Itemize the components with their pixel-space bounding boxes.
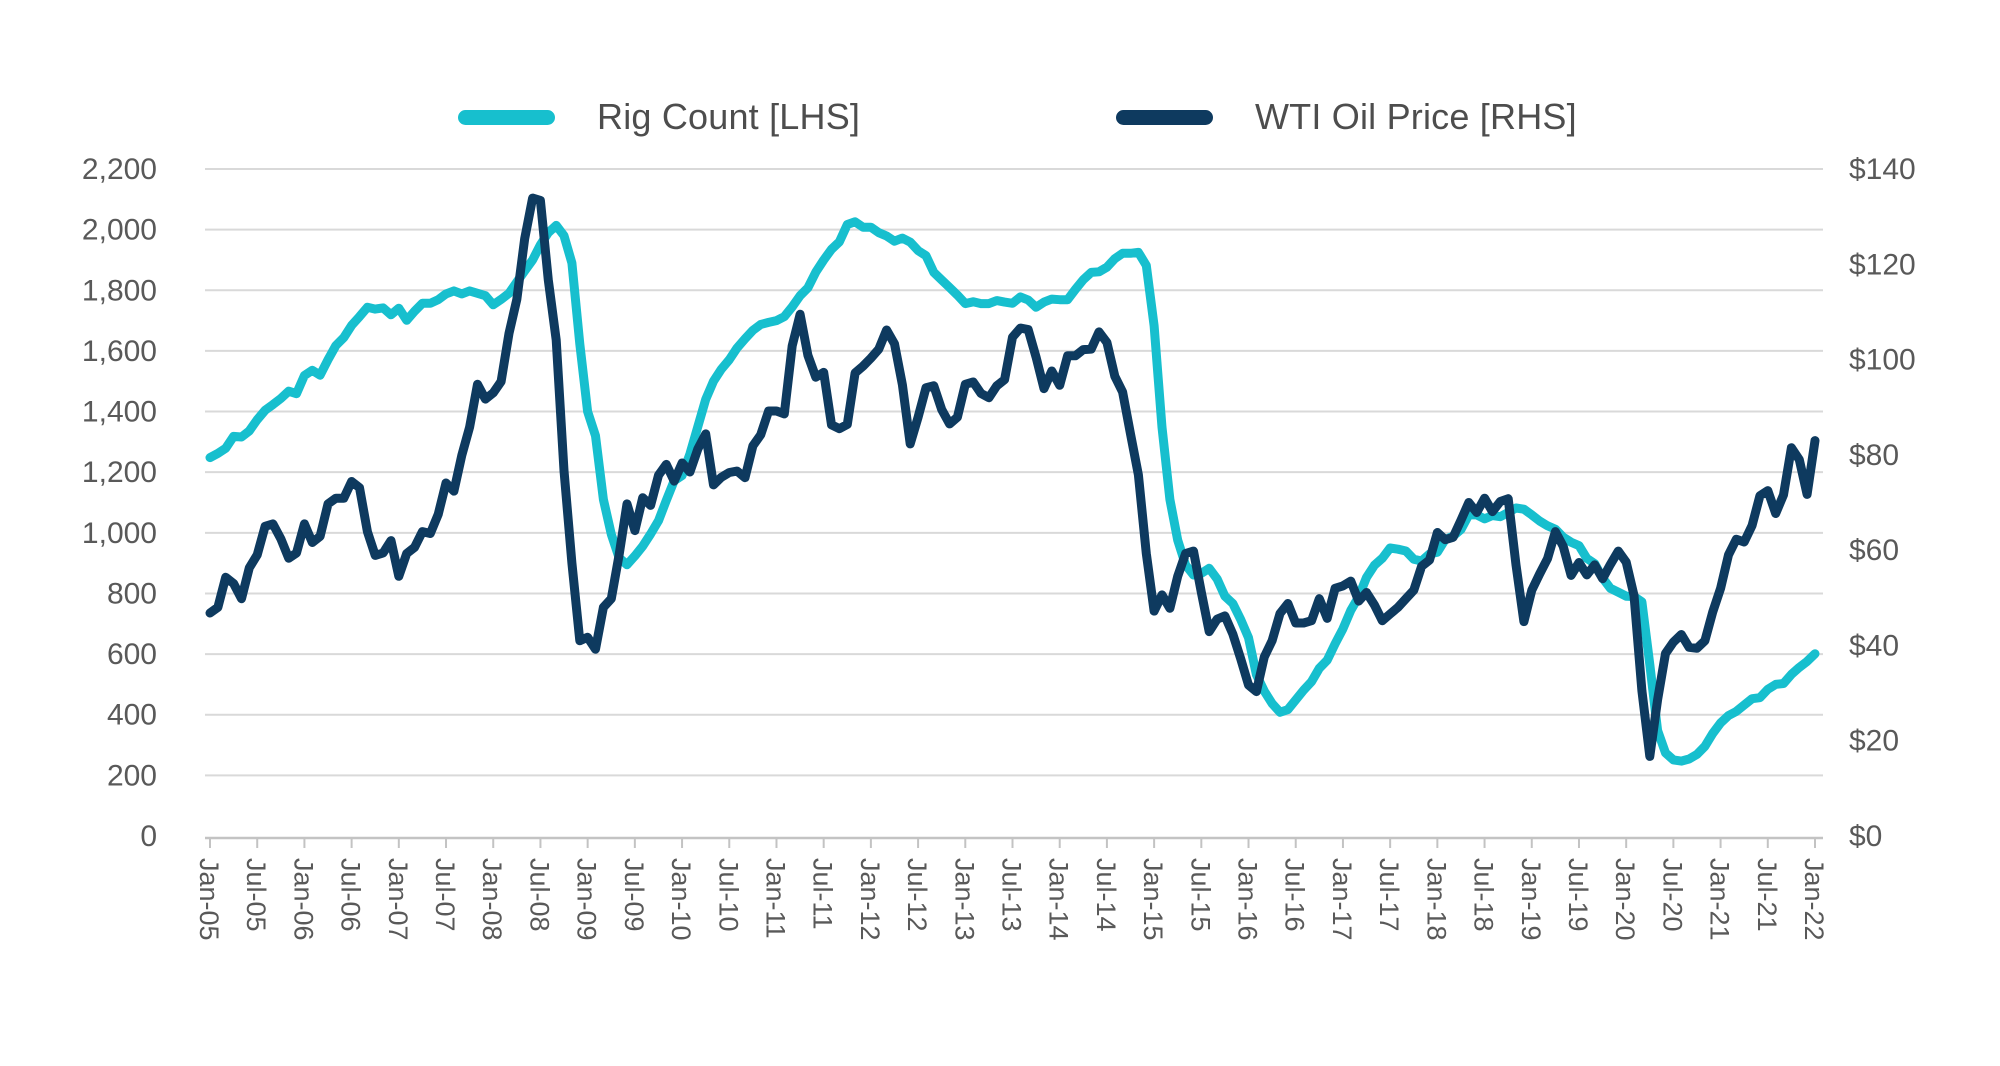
left-axis-tick-label: 0 [140, 820, 157, 853]
left-axis-tick-label: 1,800 [82, 274, 157, 307]
x-axis-tick-label: Jul-07 [430, 858, 460, 932]
x-axis-tick-label: Jul-06 [336, 858, 366, 932]
x-axis-tick-label: Jan-18 [1421, 858, 1451, 941]
x-axis-tick-label: Jan-11 [760, 858, 790, 939]
right-axis-tick-label: $120 [1849, 248, 1916, 281]
right-axis-tick-label: $60 [1849, 534, 1899, 567]
x-axis-tick-label: Jan-06 [288, 858, 318, 941]
x-axis-tick-label: Jul-20 [1657, 858, 1687, 932]
left-axis-tick-label: 600 [107, 638, 157, 671]
x-axis-tick-label: Jul-15 [1185, 858, 1215, 932]
x-axis-tick-label: Jan-15 [1138, 858, 1168, 941]
x-axis-tick-label: Jul-12 [902, 858, 932, 932]
x-axis-tick-label: Jan-07 [383, 858, 413, 941]
left-axis-tick-label: 400 [107, 699, 157, 732]
right-axis-tick-label: $140 [1849, 153, 1916, 186]
x-axis-tick-label: Jul-11 [808, 858, 838, 930]
rig-count-line [205, 217, 1820, 766]
x-axis-tick-label: Jul-19 [1563, 858, 1593, 932]
x-axis-tick-label: Jan-20 [1610, 858, 1640, 941]
left-axis-tick-label: 1,200 [82, 456, 157, 489]
x-axis-tick-label: Jan-05 [194, 858, 224, 941]
left-axis-tick-label: 1,600 [82, 335, 157, 368]
legend-item-rig-count: Rig Count [LHS] [458, 96, 860, 138]
x-axis-tick-label: Jul-10 [713, 858, 743, 932]
x-axis-tick-label: Jan-21 [1705, 858, 1735, 941]
wti-price-legend-label: WTI Oil Price [RHS] [1255, 96, 1577, 137]
x-axis-tick-label: Jan-12 [855, 858, 885, 941]
x-axis-tick-label: Jul-21 [1752, 858, 1782, 932]
x-axis-tick-label: Jul-08 [524, 858, 554, 932]
x-axis-tick-label: Jul-13 [997, 858, 1027, 932]
right-axis-tick-label: $100 [1849, 344, 1916, 377]
chart-legend: Rig Count [LHS] WTI Oil Price [RHS] [0, 96, 2000, 144]
rig-count-legend-label: Rig Count [LHS] [597, 96, 861, 137]
left-axis-tick-label: 1,000 [82, 517, 157, 550]
x-axis-tick-label: Jan-14 [1044, 858, 1074, 941]
left-axis-tick-label: 2,000 [82, 214, 157, 247]
wti-oil-price-line [205, 193, 1820, 761]
x-axis-tick-label: Jan-08 [477, 858, 507, 941]
x-axis-tick-label: Jan-13 [949, 858, 979, 941]
left-axis-tick-label: 1,400 [82, 396, 157, 429]
x-axis-tick-label: Jul-16 [1280, 858, 1310, 932]
right-axis-tick-label: $80 [1849, 439, 1899, 472]
x-axis-tick-label: Jul-17 [1374, 858, 1404, 932]
x-axis-tick-label: Jan-22 [1799, 858, 1829, 941]
x-axis-tick-label: Jan-17 [1327, 858, 1357, 941]
x-axis-tick-label: Jan-10 [666, 858, 696, 941]
right-axis-tick-label: $20 [1849, 725, 1899, 758]
x-axis-tick-label: Jul-18 [1469, 858, 1499, 932]
x-axis-tick-label: Jul-09 [619, 858, 649, 932]
x-axis-tick-label: Jan-19 [1516, 858, 1546, 941]
wti-price-legend-swatch [1116, 109, 1213, 125]
right-axis-tick-label: $40 [1849, 629, 1899, 662]
left-axis-tick-label: 800 [107, 577, 157, 610]
x-axis-tick-label: Jul-05 [241, 858, 271, 932]
left-axis-tick-label: 200 [107, 759, 157, 792]
right-axis-tick-label: $0 [1849, 820, 1882, 853]
x-axis-tick-label: Jul-14 [1091, 858, 1121, 932]
x-axis-tick-label: Jan-09 [572, 858, 602, 941]
rig-count-legend-swatch [458, 109, 555, 125]
legend-item-wti-price: WTI Oil Price [RHS] [1116, 96, 1577, 138]
left-axis-tick-label: 2,200 [82, 153, 157, 186]
x-axis-tick-label: Jan-16 [1233, 858, 1263, 941]
